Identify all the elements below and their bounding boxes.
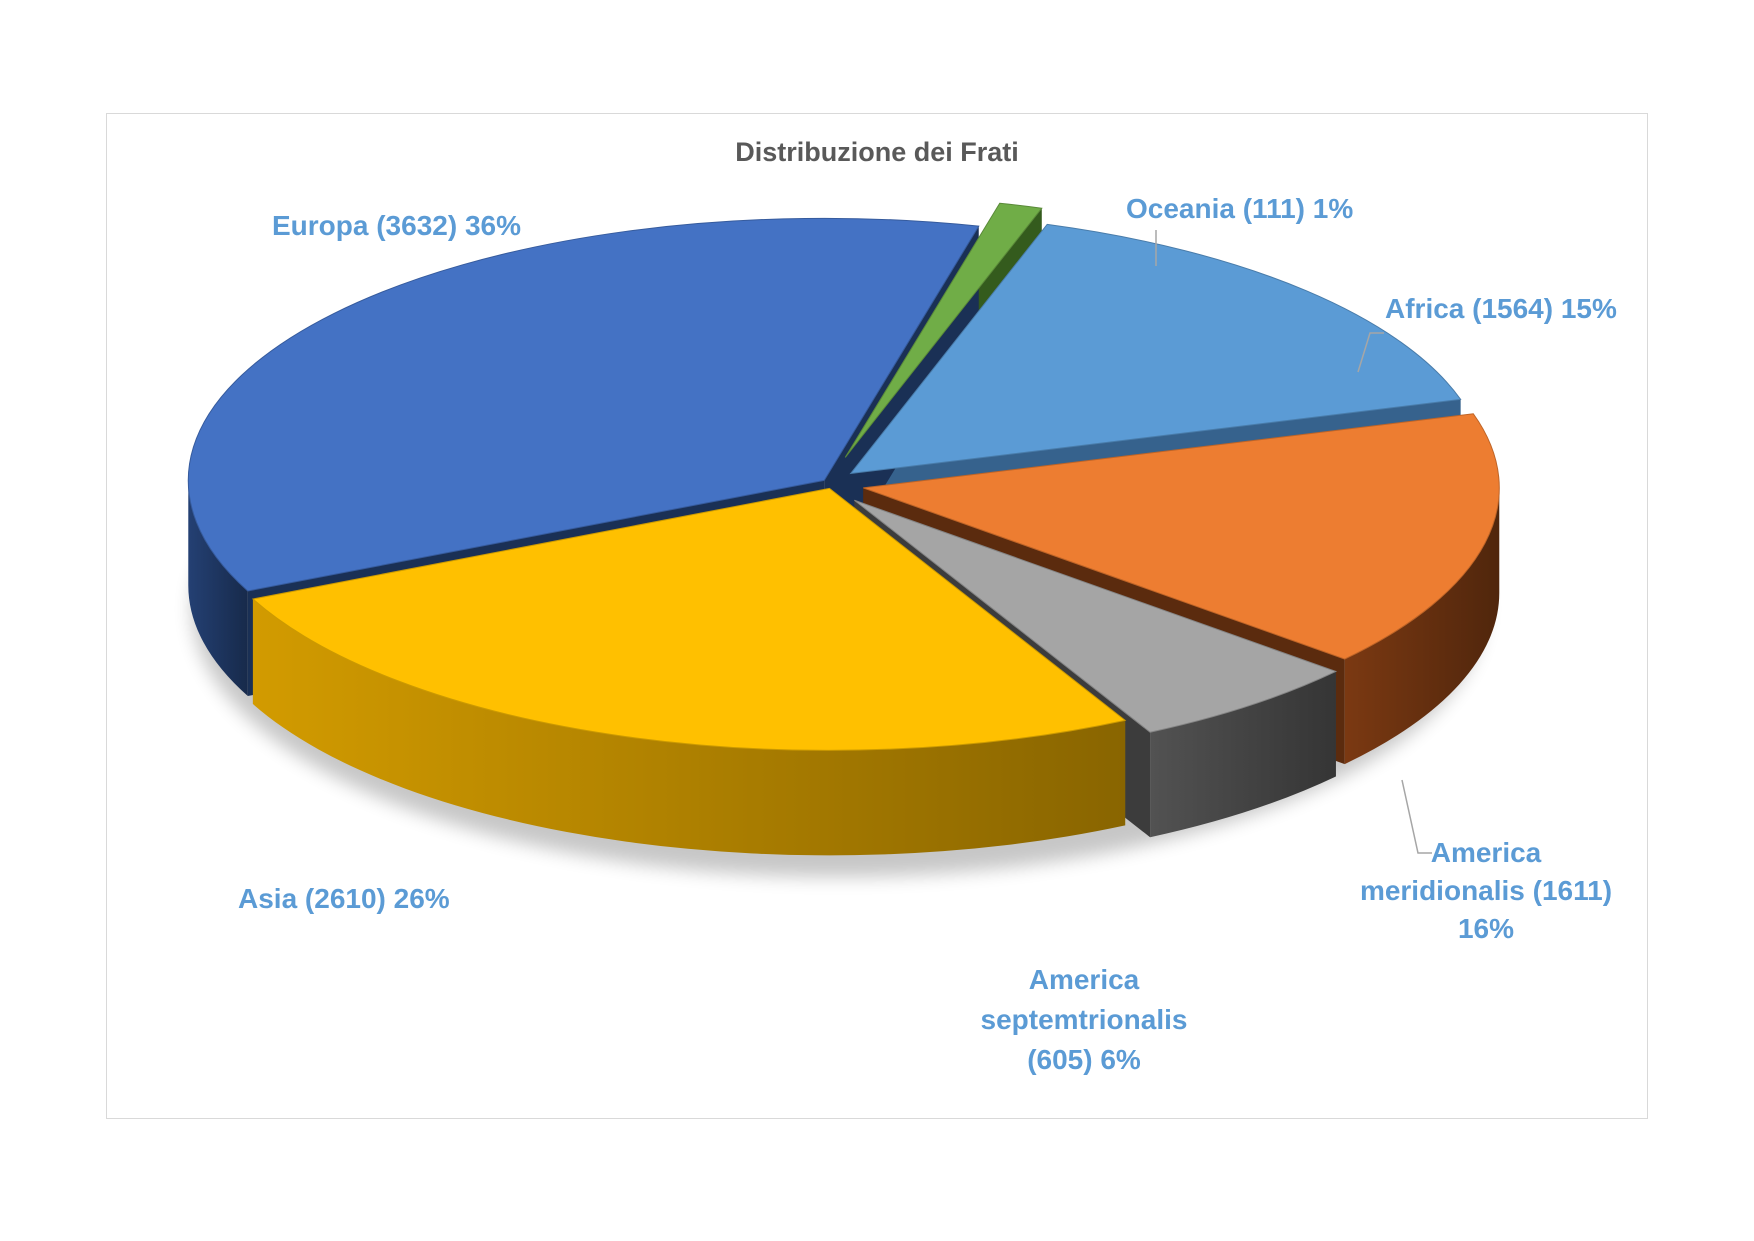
data-label-oceania: Oceania (111) 1% [1126,193,1353,224]
pie-tops [187,202,1500,751]
slice-outer-wall [1344,487,1500,765]
leader-line-america-meridionalis [1401,779,1432,854]
pie-slice-america-meridionalis [863,413,1500,660]
chart-title: Distribuzione dei Frati [735,137,1019,167]
data-label-america-septemtrionalis: America septemtrionalis (605) 6% [981,964,1188,1075]
slice-outer-wall [188,480,248,696]
data-label-asia: Asia (2610) 26% [238,883,450,914]
data-label-america-meridionalis: America meridionalis (1611) 16% [1360,837,1612,944]
leader-lines [1155,230,1432,854]
pie-slice-africa [849,223,1462,475]
pie-slice-america-septemtrionalis [854,499,1338,733]
data-label-africa: Africa (1564) 15% [1385,293,1617,324]
slice-outer-wall [1150,671,1336,838]
pie-slice-oceania [844,202,1043,458]
leader-line-africa [1357,332,1384,373]
data-labels: Africa (1564) 15% America meridionalis (16… [238,193,1617,1075]
data-label-europa: Europa (3632) 36% [272,210,521,241]
pie-slice-europa [187,217,980,592]
pie-slice-asia [251,487,1127,751]
slice-outer-wall [252,599,1126,856]
